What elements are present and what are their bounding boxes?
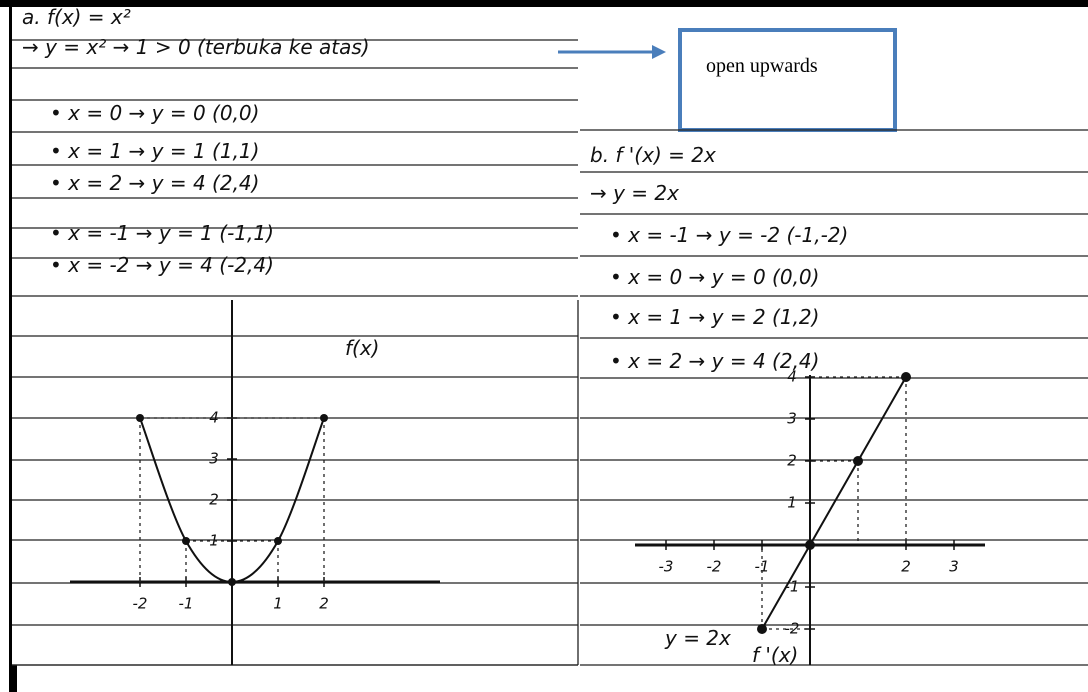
point [901,372,911,382]
point [228,578,236,586]
ruled-lines [12,40,1088,665]
handwritten-line: b. f '(x) = 2x [590,143,716,167]
callout-box [680,30,895,130]
handwritten-line: a. f(x) = x² [22,5,131,29]
y-tick-label: 2 [209,491,219,509]
point [274,537,282,545]
point [320,414,328,422]
x-tick-label: -3 [659,558,674,576]
handwritten-line: • x = 1 → y = 2 (1,2) [610,305,819,329]
left-border [9,0,12,692]
handwritten-line: • x = -2 → y = 4 (-2,4) [50,253,274,277]
handwritten-line: • x = 0 → y = 0 (0,0) [610,265,819,289]
y-tick-label: 4 [787,368,797,386]
point [757,624,767,634]
handwritten-line: • x = 0 → y = 0 (0,0) [50,101,259,125]
y-tick-label: 1 [787,494,797,512]
corner-mark [9,665,17,692]
handwritten-line: • x = 2 → y = 4 (2,4) [50,171,259,195]
top-border [0,0,1088,7]
equation-label: y = 2x [664,626,731,650]
y-tick-label: 3 [209,450,219,468]
point [805,540,815,550]
handwritten-line: → y = 2x [590,181,679,205]
handwritten-line: • x = -1 → y = 1 (-1,1) [50,221,274,245]
y-tick-label: 3 [787,410,797,428]
handwritten-line: • x = 1 → y = 1 (1,1) [50,139,259,163]
handwritten-line: → y = x² → 1 > 0 (terbuka ke atas) [22,35,370,59]
notebook-page: open upwards a. f(x) = x² → y = x² → 1 > … [0,0,1088,692]
x-tick-label: 2 [319,595,329,613]
x-tick-label: 2 [901,558,911,576]
callout-text: open upwards [706,55,818,77]
graph-label: f(x) [345,336,379,360]
graph-label: f '(x) [752,643,798,667]
x-tick-label: -2 [133,595,148,613]
callout-arrowhead [652,45,666,59]
point [853,456,863,466]
handwritten-line: • x = -1 → y = -2 (-1,-2) [610,223,848,247]
curve [762,377,906,629]
x-tick-label: -2 [707,558,722,576]
point [136,414,144,422]
point [182,537,190,545]
guide-line [232,541,278,582]
y-tick-label: 2 [787,452,797,470]
x-tick-label: 3 [949,558,959,576]
x-tick-label: 1 [273,595,283,613]
x-tick-label: -1 [179,595,194,613]
